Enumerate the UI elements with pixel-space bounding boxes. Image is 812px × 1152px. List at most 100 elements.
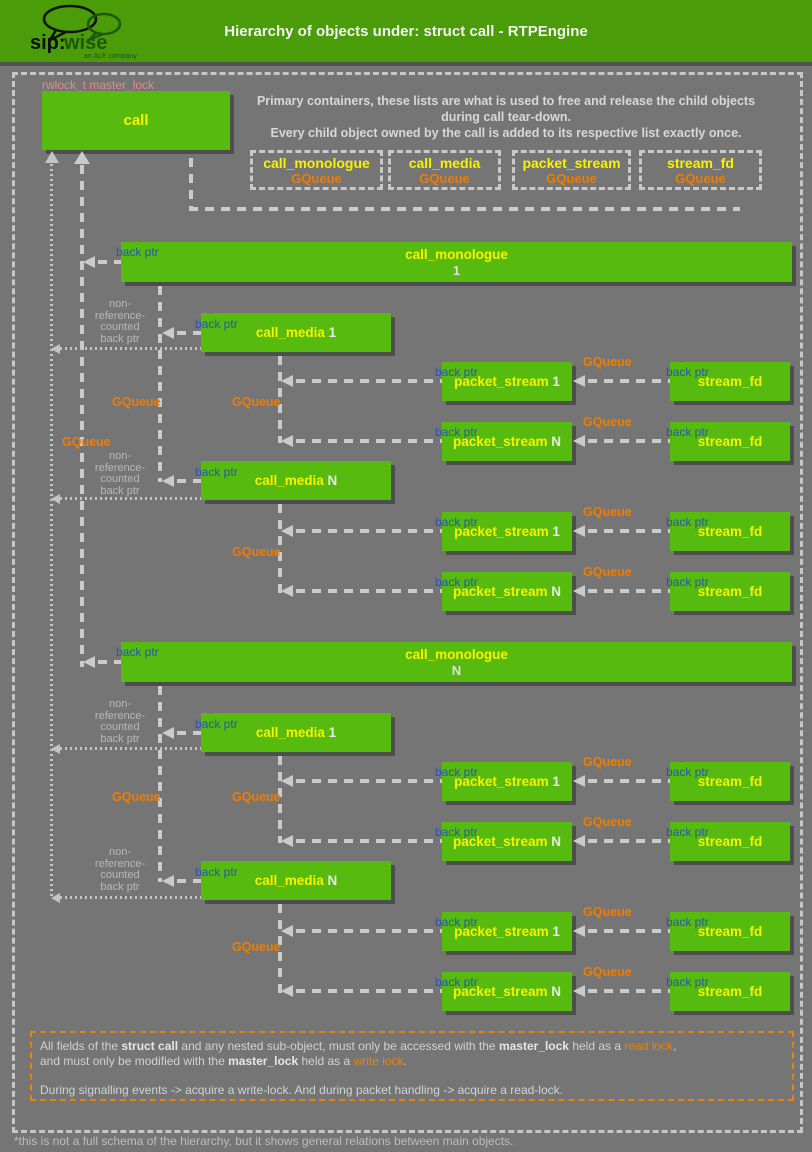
back-ptr-label: back ptr bbox=[116, 645, 159, 659]
gqueue-label: GQueue bbox=[583, 815, 632, 829]
stream-queue-line bbox=[278, 756, 282, 843]
dashed-connector bbox=[588, 529, 670, 533]
gqueue-label: GQueue bbox=[583, 755, 632, 769]
back-ptr-label: back ptr bbox=[435, 975, 478, 989]
back-ptr-label: back ptr bbox=[435, 915, 478, 929]
gqueue-label: GQueue bbox=[232, 545, 281, 559]
back-ptr-label: back ptr bbox=[666, 575, 709, 589]
arrowhead-left-icon bbox=[162, 475, 174, 487]
back-ptr-label: back ptr bbox=[195, 317, 238, 331]
dotted-connector bbox=[60, 497, 201, 500]
dotted-connector bbox=[60, 747, 201, 750]
legend-type: GQueue bbox=[675, 171, 726, 186]
dotted-connector bbox=[60, 896, 201, 899]
legend-type: GQueue bbox=[546, 171, 597, 186]
node-call-monologue-N: call_monologue N bbox=[121, 642, 792, 682]
legend-title: call_monologue bbox=[263, 155, 370, 171]
dashed-connector bbox=[588, 929, 670, 933]
notes-line-2: and must only be modified with the maste… bbox=[40, 1054, 407, 1068]
node-packet-stream-N: packet_stream N bbox=[442, 572, 572, 611]
back-ptr-label: back ptr bbox=[666, 425, 709, 439]
node-call-media-N: call_media N bbox=[201, 861, 391, 900]
back-ptr-label: back ptr bbox=[435, 425, 478, 439]
gqueue-label: GQueue bbox=[583, 565, 632, 579]
node-call: call bbox=[42, 91, 230, 150]
node-call-media-1: call_media 1 bbox=[201, 713, 391, 752]
gqueue-label: GQueue bbox=[62, 435, 111, 449]
node-stream-fd: stream_fd bbox=[670, 572, 790, 611]
header-bar: sip: wise an ALE company Hierarchy of ob… bbox=[0, 0, 812, 66]
legend-type: GQueue bbox=[419, 171, 470, 186]
arrowhead-left-icon bbox=[51, 494, 60, 504]
dashed-connector bbox=[296, 529, 442, 533]
legend-title: packet_stream bbox=[522, 155, 621, 171]
legend-title: stream_fd bbox=[667, 155, 734, 171]
dashed-connector bbox=[588, 379, 670, 383]
arrowhead-left-icon bbox=[281, 775, 293, 787]
arrowhead-left-icon bbox=[573, 375, 585, 387]
arrowhead-left-icon bbox=[573, 775, 585, 787]
node-packet-stream-1: packet_stream 1 bbox=[442, 362, 572, 401]
arrowhead-left-icon bbox=[162, 727, 174, 739]
back-ptr-label: back ptr bbox=[435, 365, 478, 379]
notes-line-1: All fields of the struct call and any ne… bbox=[40, 1039, 677, 1053]
arrowhead-left-icon bbox=[573, 985, 585, 997]
media-queue-line bbox=[158, 286, 162, 482]
arrowhead-left-icon bbox=[573, 435, 585, 447]
page-title: Hierarchy of objects under: struct call … bbox=[224, 23, 588, 40]
gqueue-label: GQueue bbox=[583, 905, 632, 919]
back-ptr-label: back ptr bbox=[666, 915, 709, 929]
dashed-connector bbox=[98, 260, 121, 264]
arrowhead-left-icon bbox=[573, 925, 585, 937]
gqueue-label: GQueue bbox=[232, 790, 281, 804]
legend-type: GQueue bbox=[291, 171, 342, 186]
intro-line3: Every child object owned by the call is … bbox=[270, 126, 742, 140]
arrowhead-left-icon bbox=[51, 893, 60, 903]
arrowhead-left-icon bbox=[281, 375, 293, 387]
arrowhead-left-icon bbox=[83, 656, 95, 668]
back-ptr-label: back ptr bbox=[435, 765, 478, 779]
dashed-connector bbox=[296, 439, 442, 443]
stream-queue-line bbox=[278, 504, 282, 593]
arrowhead-left-icon bbox=[281, 985, 293, 997]
gqueue-label: GQueue bbox=[583, 965, 632, 979]
arrowhead-left-icon bbox=[281, 925, 293, 937]
node-stream-fd: stream_fd bbox=[670, 972, 790, 1011]
intro-text: Primary containers, these lists are what… bbox=[246, 93, 766, 141]
arrowhead-left-icon bbox=[51, 744, 60, 754]
legend-packet-stream-queue: packet_stream GQueue bbox=[512, 150, 631, 190]
dashed-connector bbox=[189, 158, 193, 207]
back-ptr-label: back ptr bbox=[666, 975, 709, 989]
gqueue-label: GQueue bbox=[112, 395, 161, 409]
node-packet-stream-N: packet_stream N bbox=[442, 822, 572, 861]
stream-queue-line bbox=[278, 904, 282, 993]
arrowhead-left-icon bbox=[162, 327, 174, 339]
arrowhead-left-icon bbox=[281, 435, 293, 447]
nonref-backptr-text: non-reference- counted back ptr bbox=[94, 298, 146, 345]
nonref-backptr-text: non-reference- counted back ptr bbox=[94, 698, 146, 745]
node-stream-fd: stream_fd bbox=[670, 362, 790, 401]
gqueue-label: GQueue bbox=[583, 415, 632, 429]
legend-title: call_media bbox=[408, 155, 481, 171]
arrowhead-left-icon bbox=[573, 835, 585, 847]
dashed-connector bbox=[588, 839, 670, 843]
dashed-connector bbox=[296, 839, 442, 843]
gqueue-label: GQueue bbox=[112, 790, 161, 804]
locking-notes: All fields of the struct call and any ne… bbox=[30, 1031, 794, 1101]
back-ptr-label: back ptr bbox=[666, 765, 709, 779]
dashed-connector bbox=[588, 779, 670, 783]
media-queue-line bbox=[158, 686, 162, 882]
node-stream-fd: stream_fd bbox=[670, 762, 790, 801]
intro-line2: during call tear-down. bbox=[441, 110, 571, 124]
arrow-up-icon bbox=[74, 151, 90, 164]
back-ptr-label: back ptr bbox=[435, 515, 478, 529]
back-ptr-label: back ptr bbox=[116, 245, 159, 259]
logo-tagline: an ALE company bbox=[84, 53, 137, 60]
notes-line-3: During signalling events -> acquire a wr… bbox=[40, 1083, 563, 1097]
dashed-connector bbox=[588, 989, 670, 993]
dashed-connector bbox=[588, 589, 670, 593]
arrowhead-left-icon bbox=[83, 256, 95, 268]
legend-call-monologue-queue: call_monologue GQueue bbox=[250, 150, 383, 190]
node-stream-fd: stream_fd bbox=[670, 422, 790, 461]
arrowhead-left-icon bbox=[281, 525, 293, 537]
